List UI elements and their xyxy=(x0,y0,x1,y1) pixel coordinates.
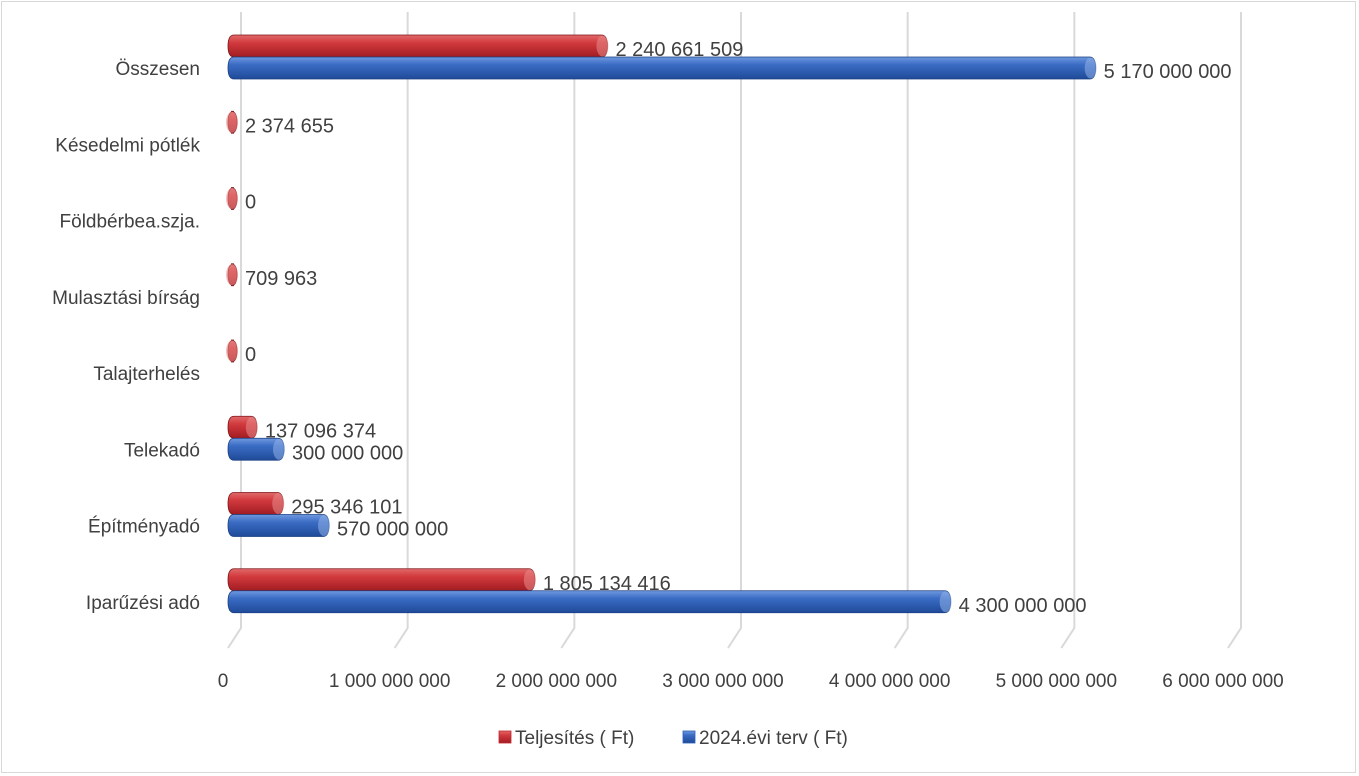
category-label: Földbérbea.szja. xyxy=(60,212,200,233)
bar-cap-teljesites xyxy=(226,111,238,133)
data-label-terv: 300 000 000 xyxy=(292,442,403,464)
bar-cap-terv xyxy=(1084,57,1097,79)
bar-teljesites xyxy=(227,34,608,58)
category-label: Mulasztási bírság xyxy=(52,288,200,309)
data-label-terv: 4 300 000 000 xyxy=(959,595,1087,617)
data-label-teljesites: 2 240 661 509 xyxy=(615,39,743,61)
data-label-teljesites: 295 346 101 xyxy=(291,497,402,519)
legend-label-teljesites: Teljesítés ( Ft) xyxy=(515,728,634,749)
bar-cap-terv xyxy=(939,591,952,613)
grid-line xyxy=(893,12,909,649)
category-label: Késedelmi pótlék xyxy=(55,135,200,156)
bar-cap-teljesites xyxy=(596,35,609,57)
data-labels: 1 805 134 416 4 300 000 000 295 346 101570… xyxy=(245,39,1232,617)
grid-line xyxy=(1060,12,1076,649)
bar-cap-terv xyxy=(318,515,330,536)
bar-teljesites xyxy=(227,568,536,592)
grid-line xyxy=(560,12,576,649)
data-label-teljesites: 1 805 134 416 xyxy=(543,573,671,595)
category-label: Talajterhelés xyxy=(93,364,200,385)
x-tick-label: 2 000 000 000 xyxy=(496,671,618,692)
legend: Teljesítés ( Ft) 2024.évi terv ( Ft) xyxy=(498,728,848,749)
x-tick-label: 0 xyxy=(218,671,229,692)
bar-cap-teljesites xyxy=(272,493,285,514)
category-label: Összesen xyxy=(116,59,200,80)
bar-cap-terv xyxy=(273,438,285,460)
x-axis-ticks: 0 1 000 000 000 2 000 000 000 3 000 000 000… xyxy=(218,671,1284,692)
category-label: Telekadó xyxy=(124,440,200,461)
legend-label-terv: 2024.évi terv ( Ft) xyxy=(699,728,848,749)
category-labels: Iparűzési adó Építményadó Telekadó Talajter… xyxy=(52,59,200,614)
bar-cap-teljesites xyxy=(245,416,258,438)
bar-cap-teljesites xyxy=(523,569,536,591)
bar-cap-teljesites xyxy=(226,340,238,362)
legend-swatch-terv xyxy=(682,730,696,744)
grid-lines xyxy=(227,12,1242,649)
category-label: Építményadó xyxy=(88,517,200,538)
data-label-teljesites: 2 374 655 xyxy=(245,115,334,137)
data-label-terv: 5 170 000 000 xyxy=(1104,61,1232,83)
data-label-teljesites: 709 963 xyxy=(245,268,317,290)
data-label-teljesites: 137 096 374 xyxy=(265,420,376,442)
x-tick-label: 6 000 000 000 xyxy=(1162,671,1284,692)
bars xyxy=(226,34,1097,614)
grid-line xyxy=(1227,12,1242,649)
x-tick-label: 3 000 000 000 xyxy=(662,671,784,692)
grid-line xyxy=(393,12,409,649)
x-tick-label: 4 000 000 000 xyxy=(829,671,951,692)
grid-line xyxy=(227,12,242,649)
bar-cap-teljesites xyxy=(226,188,238,209)
grid-line xyxy=(727,12,742,649)
bar-cap-teljesites xyxy=(226,264,238,286)
x-tick-label: 1 000 000 000 xyxy=(329,671,451,692)
data-label-terv: 570 000 000 xyxy=(337,519,448,541)
category-label: Iparűzési adó xyxy=(86,593,200,614)
x-tick-label: 5 000 000 000 xyxy=(996,671,1118,692)
data-label-teljesites: 0 xyxy=(245,344,256,366)
data-label-teljesites: 0 xyxy=(245,192,256,214)
legend-swatch-teljesites xyxy=(498,730,512,744)
